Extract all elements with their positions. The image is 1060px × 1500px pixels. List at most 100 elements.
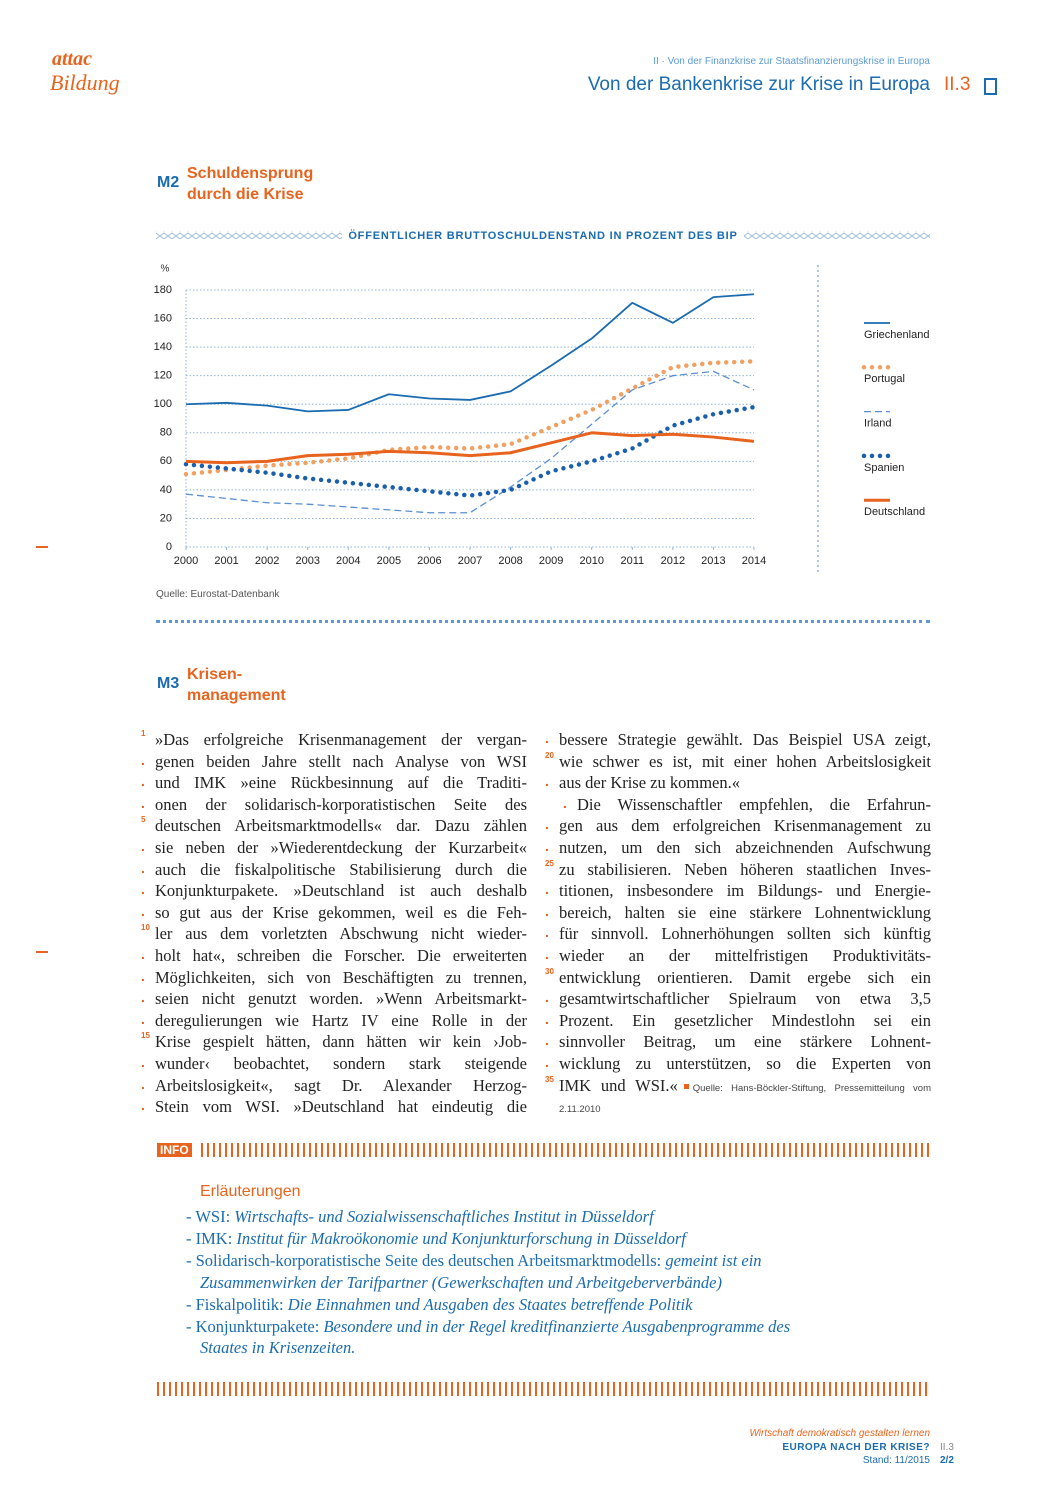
text-line: . wieder an der mittelfristigen Produktiv… bbox=[545, 945, 931, 967]
info-term: Konjunkturpakete: bbox=[195, 1316, 320, 1336]
text: und IMK »eine Rückbesinnung auf die Trad… bbox=[155, 773, 527, 793]
line-dot: . bbox=[141, 1053, 145, 1070]
text: zu stabilisieren. Neben höheren staatlic… bbox=[559, 859, 931, 879]
y-axis-label: % bbox=[161, 264, 170, 275]
text: bessere Strategie gewählt. Das Beispiel … bbox=[559, 730, 931, 749]
line-dot: . bbox=[141, 751, 145, 768]
header-title: Von der Bankenkrise zur Krise in Europa bbox=[587, 74, 930, 95]
text: entwicklung orientieren. Damit ergebe si… bbox=[559, 967, 931, 987]
x-tick-label: 2010 bbox=[579, 555, 603, 567]
text: sie neben der »Wiederentdeckung der Kurz… bbox=[155, 837, 527, 857]
y-tick-label: 60 bbox=[160, 455, 172, 467]
text: holt hat«, schreiben die Forscher. Die e… bbox=[155, 945, 527, 965]
y-tick-label: 0 bbox=[166, 541, 172, 553]
y-tick-label: 80 bbox=[160, 427, 172, 439]
line-dot: . bbox=[141, 902, 145, 919]
x-tick-label: 2013 bbox=[701, 555, 725, 567]
info-label: INFO bbox=[157, 1143, 192, 1157]
text-line: 25 zu stabilisieren. Neben höheren staatl… bbox=[545, 859, 931, 881]
x-tick-label: 2005 bbox=[377, 555, 401, 567]
info-item: - IMK: Institut für Makroökonomie und Ko… bbox=[186, 1228, 806, 1250]
x-tick-label: 2012 bbox=[661, 555, 685, 567]
line-dot: . bbox=[545, 1010, 549, 1027]
text-line: . genen beiden Jahre stellt nach Analyse … bbox=[141, 751, 527, 773]
line-number: 1 bbox=[141, 729, 146, 738]
text: wicklung zu unterstützen, so die Experte… bbox=[559, 1053, 931, 1073]
line-number: 5 bbox=[141, 815, 146, 825]
line-dot: . bbox=[141, 1097, 145, 1114]
line-dot: . bbox=[545, 945, 549, 962]
text-line: 10 ler aus dem vorletzten Abschwung nicht… bbox=[141, 923, 527, 945]
info-definition: gemeint ist ein Zusammenwirken der Tarif… bbox=[200, 1250, 762, 1292]
text-column: 1 »Das erfolgreiche Krisenmanagement der … bbox=[141, 729, 527, 1118]
legend-label: Deutschland bbox=[864, 506, 925, 518]
text-line: 20 wie schwer es ist, mit einer hohen Arb… bbox=[545, 751, 931, 773]
series-line bbox=[185, 293, 755, 413]
chart: ÖFFENTLICHER BRUTTOSCHULDENSTAND IN PROZ… bbox=[154, 227, 930, 572]
legend-label: Irland bbox=[864, 418, 892, 430]
text: Stein vom WSI. »Deutschland hat eindeuti… bbox=[155, 1097, 527, 1117]
info-bar: INFO bbox=[157, 1143, 930, 1157]
info-term: Fiskalpolitik: bbox=[195, 1294, 284, 1314]
text-line: 15 Krise gespielt hätten, dann hätten wir… bbox=[141, 1031, 527, 1053]
bullet: - bbox=[186, 1294, 196, 1314]
info-definition: Institut für Makroökonomie und Konjunktu… bbox=[236, 1228, 686, 1248]
line-dot: . bbox=[545, 837, 549, 854]
text: gesamtwirtschaftlicher Spielraum von etw… bbox=[559, 989, 931, 1009]
legend-label: Spanien bbox=[864, 462, 904, 474]
line-dot: . bbox=[141, 859, 145, 876]
line-dot: . bbox=[563, 794, 567, 811]
text-line: . Möglichkeiten, sich von Beschäftigten z… bbox=[141, 967, 527, 989]
line-dot: . bbox=[545, 989, 549, 1006]
header-subtitle: II · Von der Finanzkrise zur Staatsfinan… bbox=[653, 56, 930, 67]
text-line: . so gut aus der Krise gekommen, weil es … bbox=[141, 902, 527, 924]
text-source: Quelle: Hans-Böckler-Stiftung, Pressemit… bbox=[559, 1082, 931, 1116]
text: ler aus dem vorletzten Abschwung nicht w… bbox=[155, 924, 527, 944]
line-dot: . bbox=[141, 1010, 145, 1027]
line-dot: . bbox=[545, 902, 549, 919]
info-stripes bbox=[157, 1382, 930, 1396]
text: Arbeitslosigkeit«, sagt Dr. Alexander He… bbox=[155, 1075, 527, 1095]
y-tick-label: 120 bbox=[154, 370, 172, 382]
x-tick-label: 2007 bbox=[458, 555, 482, 567]
text-line: . gesamtwirtschaftlicher Spielraum von et… bbox=[545, 988, 931, 1010]
info-definition: Die Einnahmen und Ausgaben des Staates b… bbox=[287, 1294, 693, 1314]
m3-title: Krisen- management bbox=[187, 664, 286, 706]
line-dot: . bbox=[545, 881, 549, 898]
info-definition: Wirtschafts- und Sozialwissenschaftliche… bbox=[234, 1207, 654, 1226]
text: titionen, insbesondere im Bildungs- und … bbox=[559, 881, 931, 901]
line-dot: . bbox=[141, 837, 145, 854]
m2-title-line: Schuldensprung bbox=[187, 165, 314, 182]
text-line: . aus der Krise zu kommen.« bbox=[545, 772, 931, 794]
footer-title: EUROPA NACH DER KRISE? bbox=[782, 1442, 930, 1453]
text: Krise gespielt hätten, dann hätten wir k… bbox=[155, 1032, 527, 1052]
m3-title-line: management bbox=[187, 687, 286, 704]
text-line: . Arbeitslosigkeit«, sagt Dr. Alexander H… bbox=[141, 1075, 527, 1097]
x-tick-label: 2011 bbox=[620, 555, 644, 567]
x-tick-label: 2001 bbox=[214, 555, 238, 567]
text-line: . gen aus dem erfolgreichen Krisenmanagem… bbox=[545, 815, 931, 837]
source-marker bbox=[683, 1083, 689, 1089]
line-number: 25 bbox=[545, 858, 554, 868]
text-line: . für sinnvoll. Lohnerhöhungen sollten si… bbox=[545, 923, 931, 945]
text-line: 35 IMK und WSI.« Quelle: Hans-Böckler-Stif… bbox=[545, 1075, 931, 1116]
text-column: . bessere Strategie gewählt. Das Beispiel… bbox=[545, 729, 931, 1116]
info-definition: Besondere und in der Regel kreditfinanzi… bbox=[200, 1316, 791, 1358]
info-bar-bottom bbox=[157, 1382, 930, 1396]
line-dot: . bbox=[141, 945, 145, 962]
line-dot: . bbox=[545, 730, 549, 746]
y-tick-label: 40 bbox=[160, 484, 172, 496]
text-line: . wunder‹ beobachtet, sondern stark steig… bbox=[141, 1053, 527, 1075]
text: so gut aus der Krise gekommen, weil es d… bbox=[155, 902, 527, 922]
y-tick-label: 140 bbox=[154, 341, 172, 353]
x-tick-label: 2006 bbox=[417, 555, 441, 567]
line-number: 35 bbox=[545, 1074, 554, 1084]
line-dot: . bbox=[141, 794, 145, 811]
text-line: . bereich, halten sie eine stärkere Lohne… bbox=[545, 902, 931, 924]
m2-title: Schuldensprung durch die Krise bbox=[187, 163, 313, 205]
line-dot: . bbox=[545, 773, 549, 790]
line-dot: . bbox=[141, 989, 145, 1006]
text: Die Wissenschaftler empfehlen, die Erfah… bbox=[577, 794, 931, 814]
text: onen der solidarisch-korporatistischen S… bbox=[155, 794, 527, 814]
